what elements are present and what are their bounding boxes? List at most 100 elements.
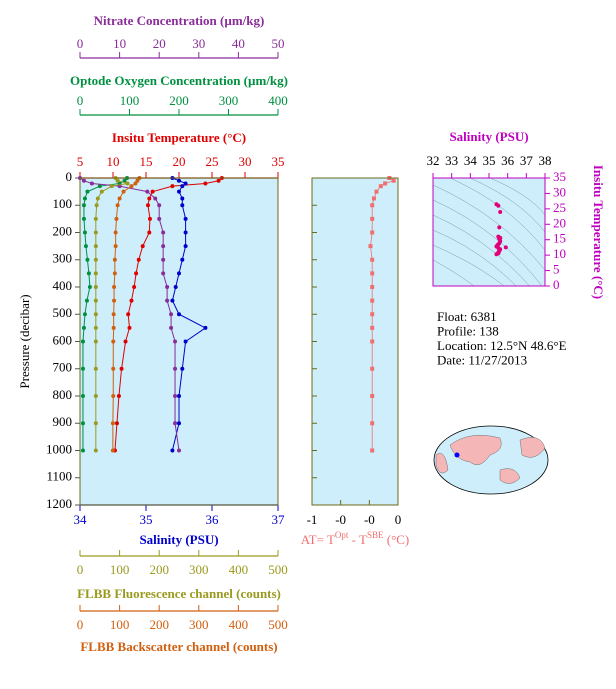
data-point bbox=[177, 312, 181, 317]
x-tick-label: 37 bbox=[272, 512, 286, 527]
y-axis-title: Pressure (decibar) bbox=[17, 294, 32, 388]
data-point bbox=[170, 448, 175, 453]
data-point bbox=[93, 366, 98, 371]
data-point bbox=[93, 298, 98, 303]
x-axis-title: FLBB Fluorescence channel (counts) bbox=[77, 586, 281, 601]
data-point bbox=[370, 257, 375, 262]
frame bbox=[79, 177, 279, 506]
data-point bbox=[391, 178, 396, 183]
x-tick-label: 25 bbox=[206, 154, 219, 169]
y-tick-label: 5 bbox=[553, 262, 560, 277]
data-point bbox=[203, 181, 208, 186]
data-point bbox=[170, 184, 175, 189]
data-point bbox=[133, 181, 138, 186]
data-point bbox=[113, 244, 118, 249]
delta-panel bbox=[312, 178, 398, 505]
data-point bbox=[180, 196, 185, 201]
x-tick-label: 50 bbox=[272, 36, 285, 51]
data-point bbox=[114, 216, 119, 221]
data-point bbox=[125, 181, 130, 186]
data-point bbox=[99, 189, 104, 194]
x-axis-title: FLBB Backscatter channel (counts) bbox=[80, 639, 277, 654]
x-tick-label: 35 bbox=[483, 153, 496, 168]
ts-point bbox=[498, 236, 503, 241]
data-point bbox=[177, 271, 181, 276]
data-point bbox=[93, 257, 98, 262]
data-point bbox=[93, 325, 98, 330]
title-part: SBE bbox=[367, 530, 384, 540]
ts-panel bbox=[433, 178, 545, 286]
x-tick-label: 30 bbox=[239, 154, 252, 169]
data-point bbox=[180, 184, 185, 189]
data-point bbox=[112, 285, 117, 289]
y-tick-label: 300 bbox=[53, 251, 73, 266]
x-tick-label: 37 bbox=[520, 153, 534, 168]
x-tick-label: 200 bbox=[149, 617, 169, 632]
x-tick-label: 32 bbox=[427, 153, 440, 168]
data-point bbox=[87, 285, 92, 289]
x-axis-title: AT= TOpt - TSBE (°C) bbox=[301, 530, 410, 547]
title-part: - T bbox=[348, 532, 367, 547]
info-line: Location: 12.5°N 48.6°E bbox=[437, 338, 567, 353]
data-point bbox=[129, 184, 134, 189]
data-point bbox=[370, 230, 375, 235]
data-point bbox=[216, 178, 221, 183]
x-tick-label: 0 bbox=[395, 512, 402, 527]
y-tick-label: 25 bbox=[553, 200, 566, 215]
data-point bbox=[374, 189, 379, 194]
x-tick-label: 36 bbox=[206, 512, 220, 527]
data-point bbox=[119, 366, 124, 371]
x-tick-label: 0 bbox=[77, 562, 84, 577]
data-point bbox=[112, 257, 117, 262]
x-tick-label: 300 bbox=[219, 93, 239, 108]
data-point bbox=[140, 244, 145, 249]
data-point bbox=[370, 325, 375, 330]
data-point bbox=[177, 448, 181, 453]
data-point bbox=[81, 216, 86, 221]
data-point bbox=[161, 244, 166, 249]
data-point bbox=[93, 394, 98, 398]
data-point bbox=[177, 394, 181, 398]
data-point bbox=[180, 203, 185, 208]
data-point bbox=[115, 203, 120, 208]
data-point bbox=[93, 244, 98, 249]
data-point bbox=[94, 203, 99, 208]
x-tick-label: 100 bbox=[110, 617, 130, 632]
data-point bbox=[183, 244, 188, 249]
data-point bbox=[147, 230, 152, 235]
y-tick-label: 15 bbox=[553, 231, 566, 246]
x-tick-label: 40 bbox=[232, 36, 245, 51]
data-point bbox=[111, 366, 116, 371]
data-point bbox=[85, 257, 90, 262]
density-contours bbox=[433, 178, 545, 286]
y-tick-label: 0 bbox=[66, 169, 73, 184]
data-point bbox=[93, 230, 98, 235]
data-point bbox=[85, 189, 90, 194]
data-point bbox=[165, 285, 170, 289]
data-point bbox=[180, 257, 185, 262]
x-tick-label: 34 bbox=[464, 153, 478, 168]
data-point bbox=[378, 184, 383, 189]
data-point bbox=[110, 448, 115, 453]
data-point bbox=[110, 421, 115, 426]
y-tick-label: 400 bbox=[53, 278, 73, 293]
y-tick-label: 600 bbox=[53, 332, 73, 347]
data-point bbox=[122, 178, 127, 183]
y-tick-label: 800 bbox=[53, 387, 73, 402]
data-point bbox=[173, 285, 178, 289]
data-point bbox=[112, 271, 117, 276]
data-point bbox=[173, 366, 178, 371]
data-point bbox=[180, 366, 185, 371]
data-point bbox=[173, 339, 178, 344]
ts-point bbox=[497, 225, 502, 230]
x-tick-label: 20 bbox=[153, 36, 166, 51]
data-point bbox=[93, 339, 98, 344]
x-tick-label: 35 bbox=[140, 512, 153, 527]
data-point bbox=[183, 216, 188, 221]
x-tick-label: 5 bbox=[77, 154, 84, 169]
x-tick-label: 400 bbox=[229, 617, 249, 632]
x-tick-label: 36 bbox=[501, 153, 515, 168]
info-line: Profile: 138 bbox=[437, 323, 499, 338]
info-line: Date: 11/27/2013 bbox=[437, 352, 527, 367]
data-point bbox=[93, 271, 98, 276]
